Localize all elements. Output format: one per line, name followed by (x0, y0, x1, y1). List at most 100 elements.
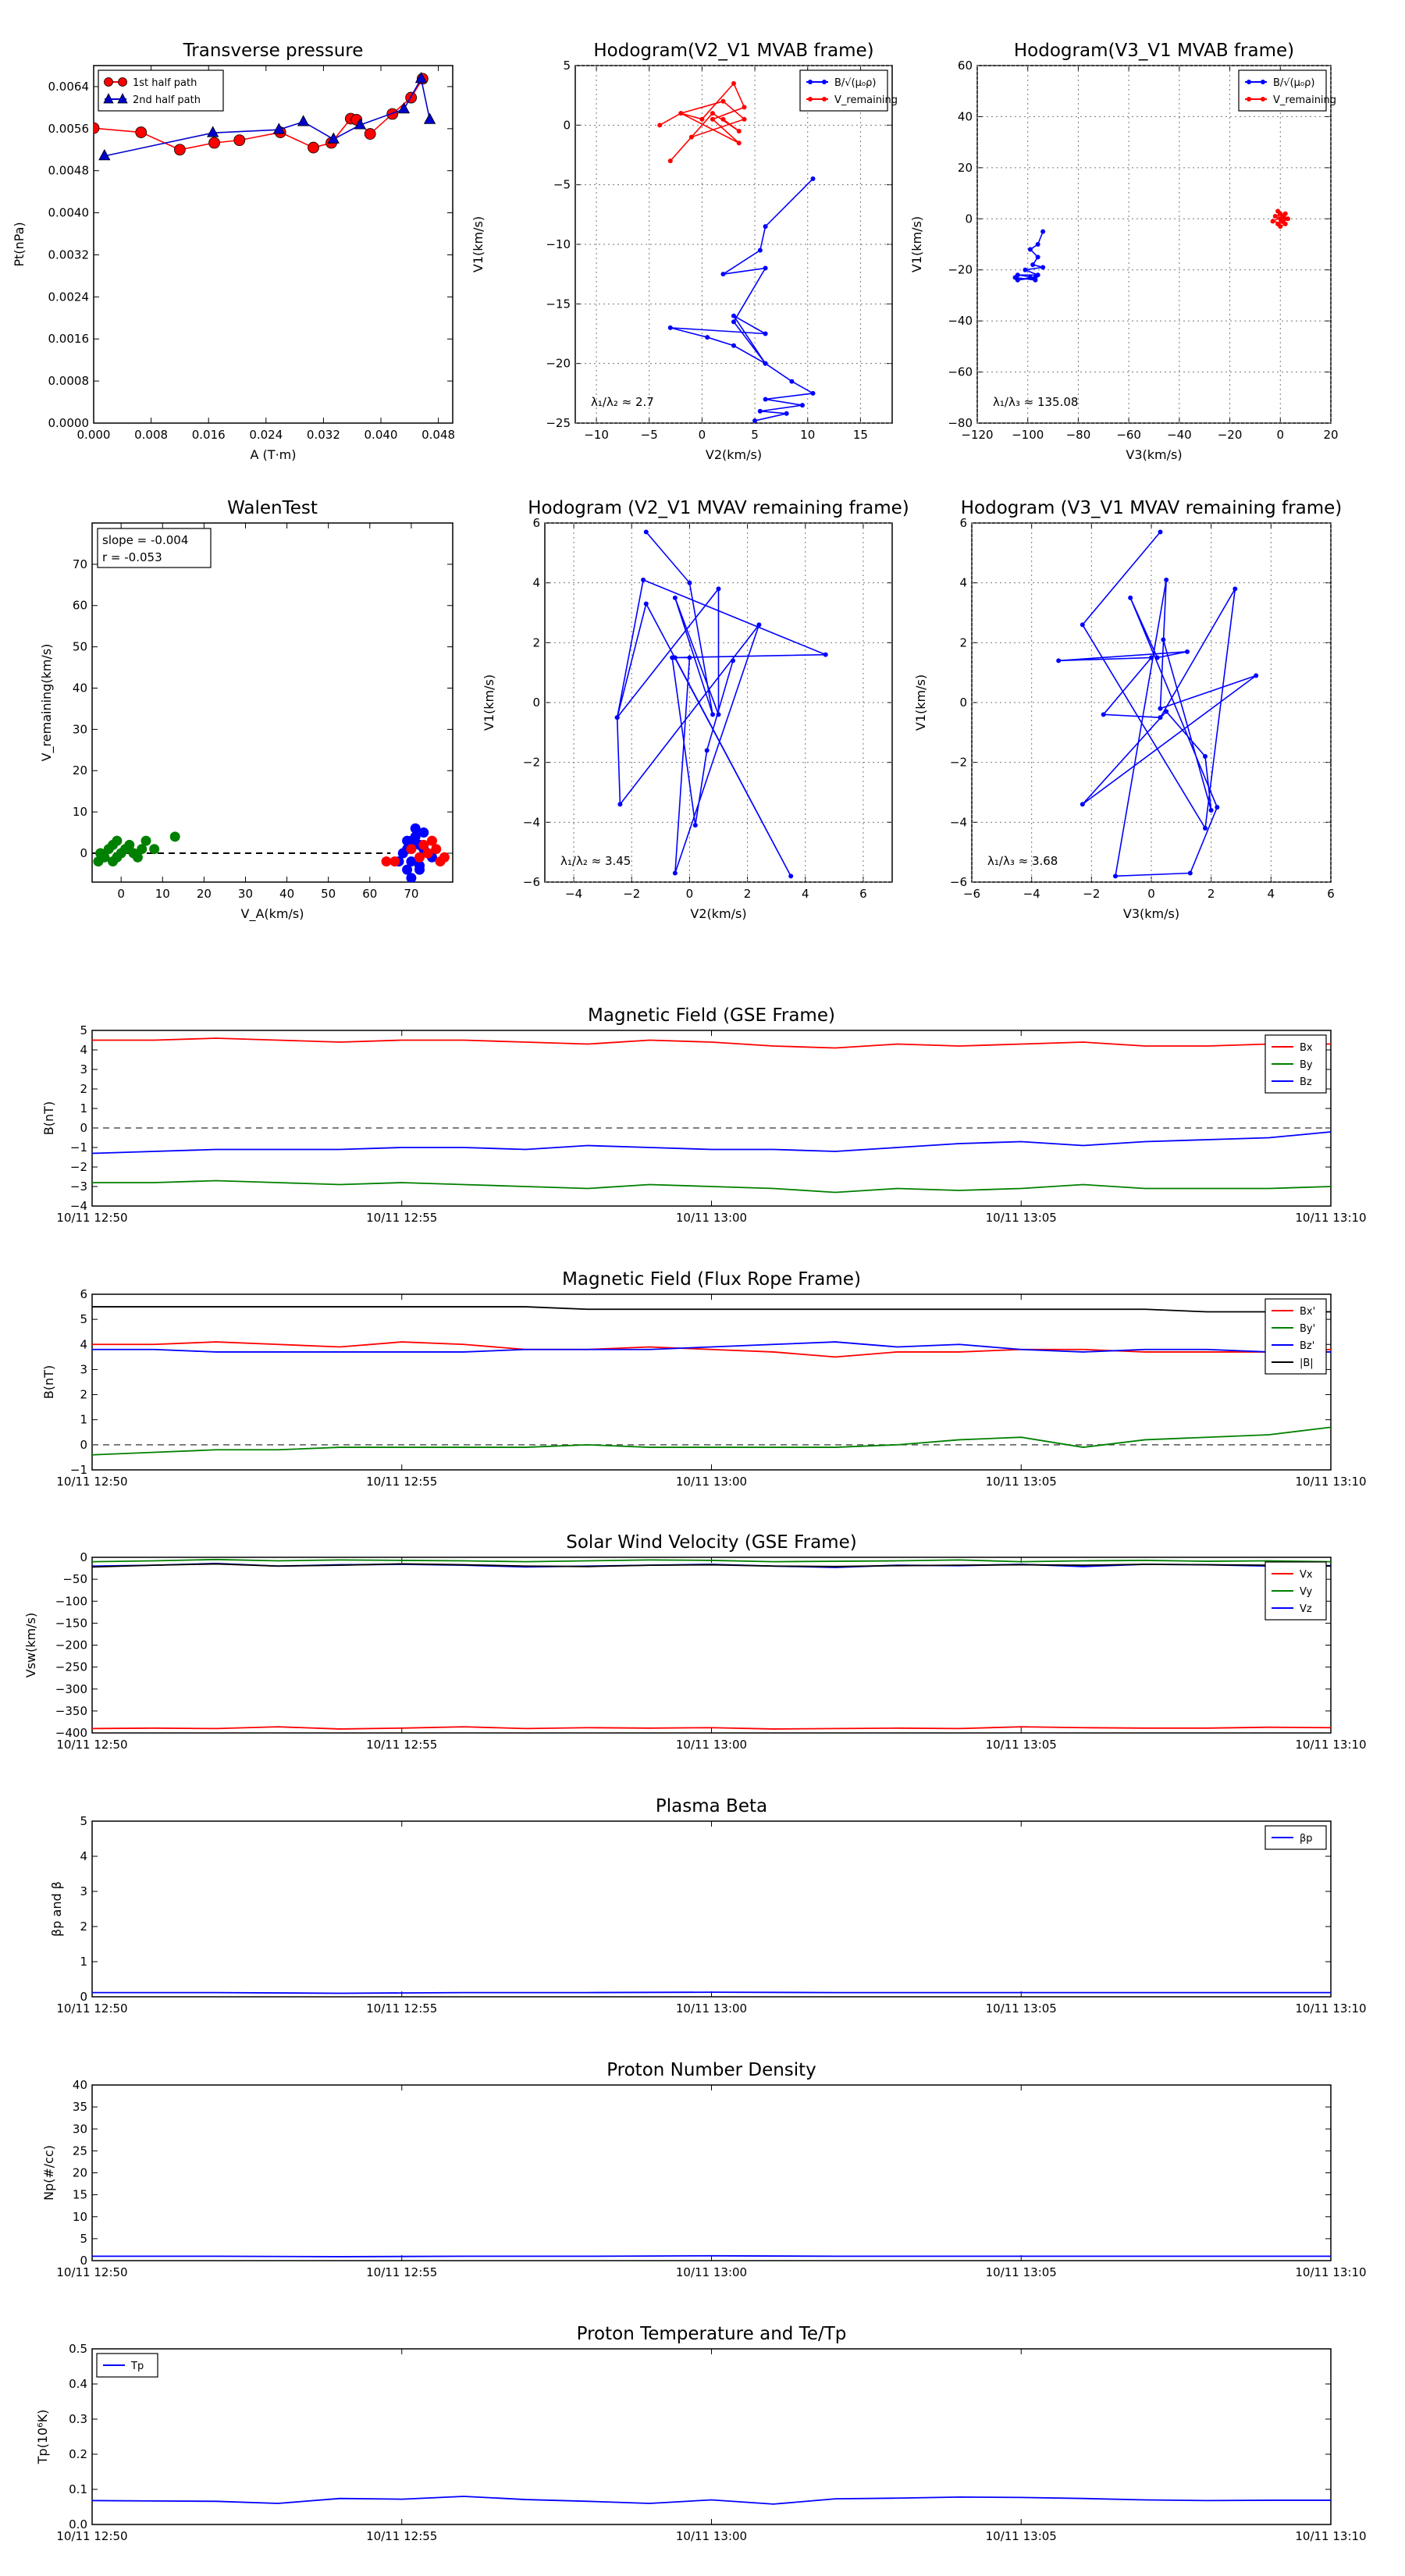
x-tick-label: 10 (800, 428, 815, 442)
data-point (763, 397, 768, 402)
chart-beta: Plasma Beta 10/11 12:50 10/11 12:55 10/11 1… (49, 1796, 1367, 2016)
y-tick-label: 40 (73, 681, 87, 695)
data-point (297, 115, 310, 126)
y-tick-label: 0 (965, 212, 973, 226)
data-point (810, 390, 816, 396)
data-point (1215, 805, 1220, 810)
legend-marker (118, 77, 127, 87)
data-point (327, 132, 340, 144)
x-tick-label: 0 (686, 887, 694, 901)
plot-frame (91, 1030, 1332, 1207)
chart-bgse: Magnetic Field (GSE Frame) 10/11 12:50 10/… (41, 1005, 1367, 1225)
x-axis-label: V_A(km/s) (241, 906, 304, 922)
y-tick-label: −4 (70, 1199, 87, 1213)
x-tick-label: 10/11 12:55 (366, 2001, 437, 2016)
y-tick-label: −6 (950, 875, 967, 889)
series-line-Tp (92, 2496, 1331, 2505)
y-tick-label: −350 (55, 1704, 87, 1718)
data-point (402, 835, 413, 846)
data-point (742, 105, 747, 110)
data-point (823, 652, 828, 657)
data-point (1270, 219, 1275, 224)
y-tick-label: −300 (55, 1682, 87, 1696)
data-point (169, 831, 180, 842)
legend-marker (808, 80, 813, 84)
data-point (1035, 254, 1040, 260)
plot-frame (91, 2084, 1332, 2261)
data-point (410, 823, 421, 834)
plot-area (614, 529, 828, 879)
y-tick-label: 1 (80, 1955, 87, 1969)
data-point (763, 265, 768, 271)
data-point (742, 116, 747, 122)
data-point (124, 839, 135, 850)
data-point (716, 586, 721, 592)
legend-label: B/√(μ₀ρ) (1273, 77, 1314, 89)
data-point (149, 844, 160, 855)
x-tick-label: 4 (802, 887, 809, 901)
chart-title: Hodogram (V2_V1 MVAV remaining frame) (528, 498, 909, 518)
x-tick-label: 10/11 13:05 (986, 2265, 1057, 2279)
data-point (1033, 277, 1038, 283)
x-tick-label: 10/11 13:05 (986, 1475, 1057, 1489)
x-tick-label: 10/11 13:05 (986, 1211, 1057, 1225)
x-tick-label: 20 (197, 887, 212, 901)
x-tick-label: −6 (963, 887, 980, 901)
x-tick-label: 0.024 (249, 428, 283, 442)
y-tick-label: 15 (73, 2188, 87, 2202)
x-tick-label: 10 (155, 887, 170, 901)
data-point (406, 844, 417, 855)
x-tick-label: 70 (404, 887, 418, 901)
series-line-By (92, 1179, 1331, 1194)
y-tick-label: 2 (80, 1920, 87, 1934)
data-point (1254, 673, 1259, 678)
data-point (687, 580, 692, 585)
y-tick-label: 6 (959, 516, 967, 530)
data-point (692, 823, 698, 828)
y-tick-label: −1 (70, 1463, 87, 1477)
data-point (720, 116, 726, 122)
legend-marker (1247, 97, 1251, 101)
plot-area (94, 71, 436, 161)
series-line-Vy (92, 1558, 1331, 1563)
plot-area (92, 1037, 1331, 1194)
y-tick-label: 5 (80, 1814, 87, 1828)
data-point (657, 123, 663, 128)
plot-area (92, 2496, 1331, 2505)
x-tick-label: 10/11 13:00 (676, 1475, 747, 1489)
annotation: λ₁/λ₃ ≈ 135.08 (993, 395, 1078, 409)
y-tick-label: 0.0056 (48, 122, 90, 136)
y-tick-label: 1 (80, 1413, 87, 1427)
y-axis-label: Tp(10⁶K) (35, 2410, 50, 2465)
y-tick-label: −10 (546, 237, 571, 251)
data-point (364, 128, 376, 140)
data-point (272, 123, 286, 134)
data-point (1012, 275, 1018, 280)
data-point (617, 802, 623, 807)
x-tick-label: 10/11 13:10 (1295, 2529, 1366, 2543)
x-tick-label: 10/11 12:55 (366, 1738, 437, 1752)
data-point (670, 655, 675, 660)
x-tick-label: 0 (1277, 428, 1285, 442)
y-tick-label: 0 (532, 696, 540, 710)
chart-bfr: Magnetic Field (Flux Rope Frame) 10/11 12… (41, 1269, 1367, 1489)
chart-walen: WalenTest 0 10 20 30 40 50 60 70 0 10 20 30 40 50 60 70 V… (39, 498, 454, 922)
plot-frame (91, 1557, 1332, 1734)
data-point (731, 658, 736, 664)
data-point (1030, 262, 1036, 268)
y-tick-label: −20 (546, 357, 571, 371)
legend-box (96, 2353, 158, 2378)
chart-title: Magnetic Field (GSE Frame) (588, 1005, 835, 1026)
data-point (672, 870, 678, 876)
x-tick-label: 2 (744, 887, 752, 901)
y-tick-label: 4 (959, 576, 967, 590)
series-line-Bz' (92, 1341, 1331, 1353)
legend-marker (117, 93, 128, 104)
x-tick-label: −40 (1167, 428, 1192, 442)
y-axis-label: βp and β (49, 1881, 64, 1937)
chart-title: Hodogram (V3_V1 MVAV remaining frame) (961, 498, 1342, 518)
y-tick-label: 1 (80, 1101, 87, 1115)
y-tick-label: 0.4 (69, 2377, 87, 2391)
y-axis-label: V1(km/s) (909, 216, 924, 272)
data-point (410, 831, 421, 842)
